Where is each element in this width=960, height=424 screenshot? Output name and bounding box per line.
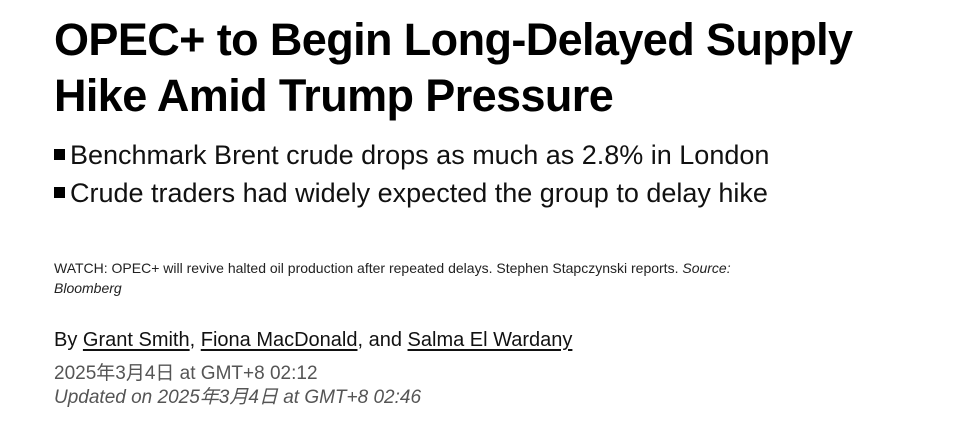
author-link-fiona-macdonald[interactable]: Fiona MacDonald xyxy=(200,329,358,351)
headline-line-1: OPEC+ to Begin Long-Delayed Supply xyxy=(54,14,853,65)
video-caption: WATCH: OPEC+ will revive halted oil prod… xyxy=(54,258,774,298)
summary-bullet: Crude traders had widely expected the gr… xyxy=(54,174,954,212)
summary-bullet: Benchmark Brent crude drops as much as 2… xyxy=(54,136,954,174)
byline-separator: , and xyxy=(357,329,402,351)
byline-prefix: By xyxy=(54,329,78,351)
caption-text: WATCH: OPEC+ will revive halted oil prod… xyxy=(54,260,679,276)
byline: By Grant Smith, Fiona MacDonald, and Sal… xyxy=(54,326,572,354)
square-bullet-icon xyxy=(54,149,65,160)
caption-source: Source: Bloomberg xyxy=(54,260,731,296)
summary-bullet-text: Benchmark Brent crude drops as much as 2… xyxy=(70,140,770,170)
author-link-grant-smith[interactable]: Grant Smith xyxy=(82,329,190,351)
summary-bullets: Benchmark Brent crude drops as much as 2… xyxy=(54,136,954,212)
author-link-salma-el-wardany[interactable]: Salma El Wardany xyxy=(407,329,573,351)
headline-line-2: Hike Amid Trump Pressure xyxy=(54,70,614,121)
square-bullet-icon xyxy=(54,187,65,198)
published-timestamp: 2025年3月4日 at GMT+8 02:12 xyxy=(54,363,318,384)
headline: OPEC+ to Begin Long-Delayed Supply Hike … xyxy=(54,12,954,124)
summary-bullet-text: Crude traders had widely expected the gr… xyxy=(70,178,768,208)
updated-timestamp: Updated on 2025年3月4日 at GMT+8 02:46 xyxy=(54,387,422,408)
byline-separator: , xyxy=(189,329,196,351)
